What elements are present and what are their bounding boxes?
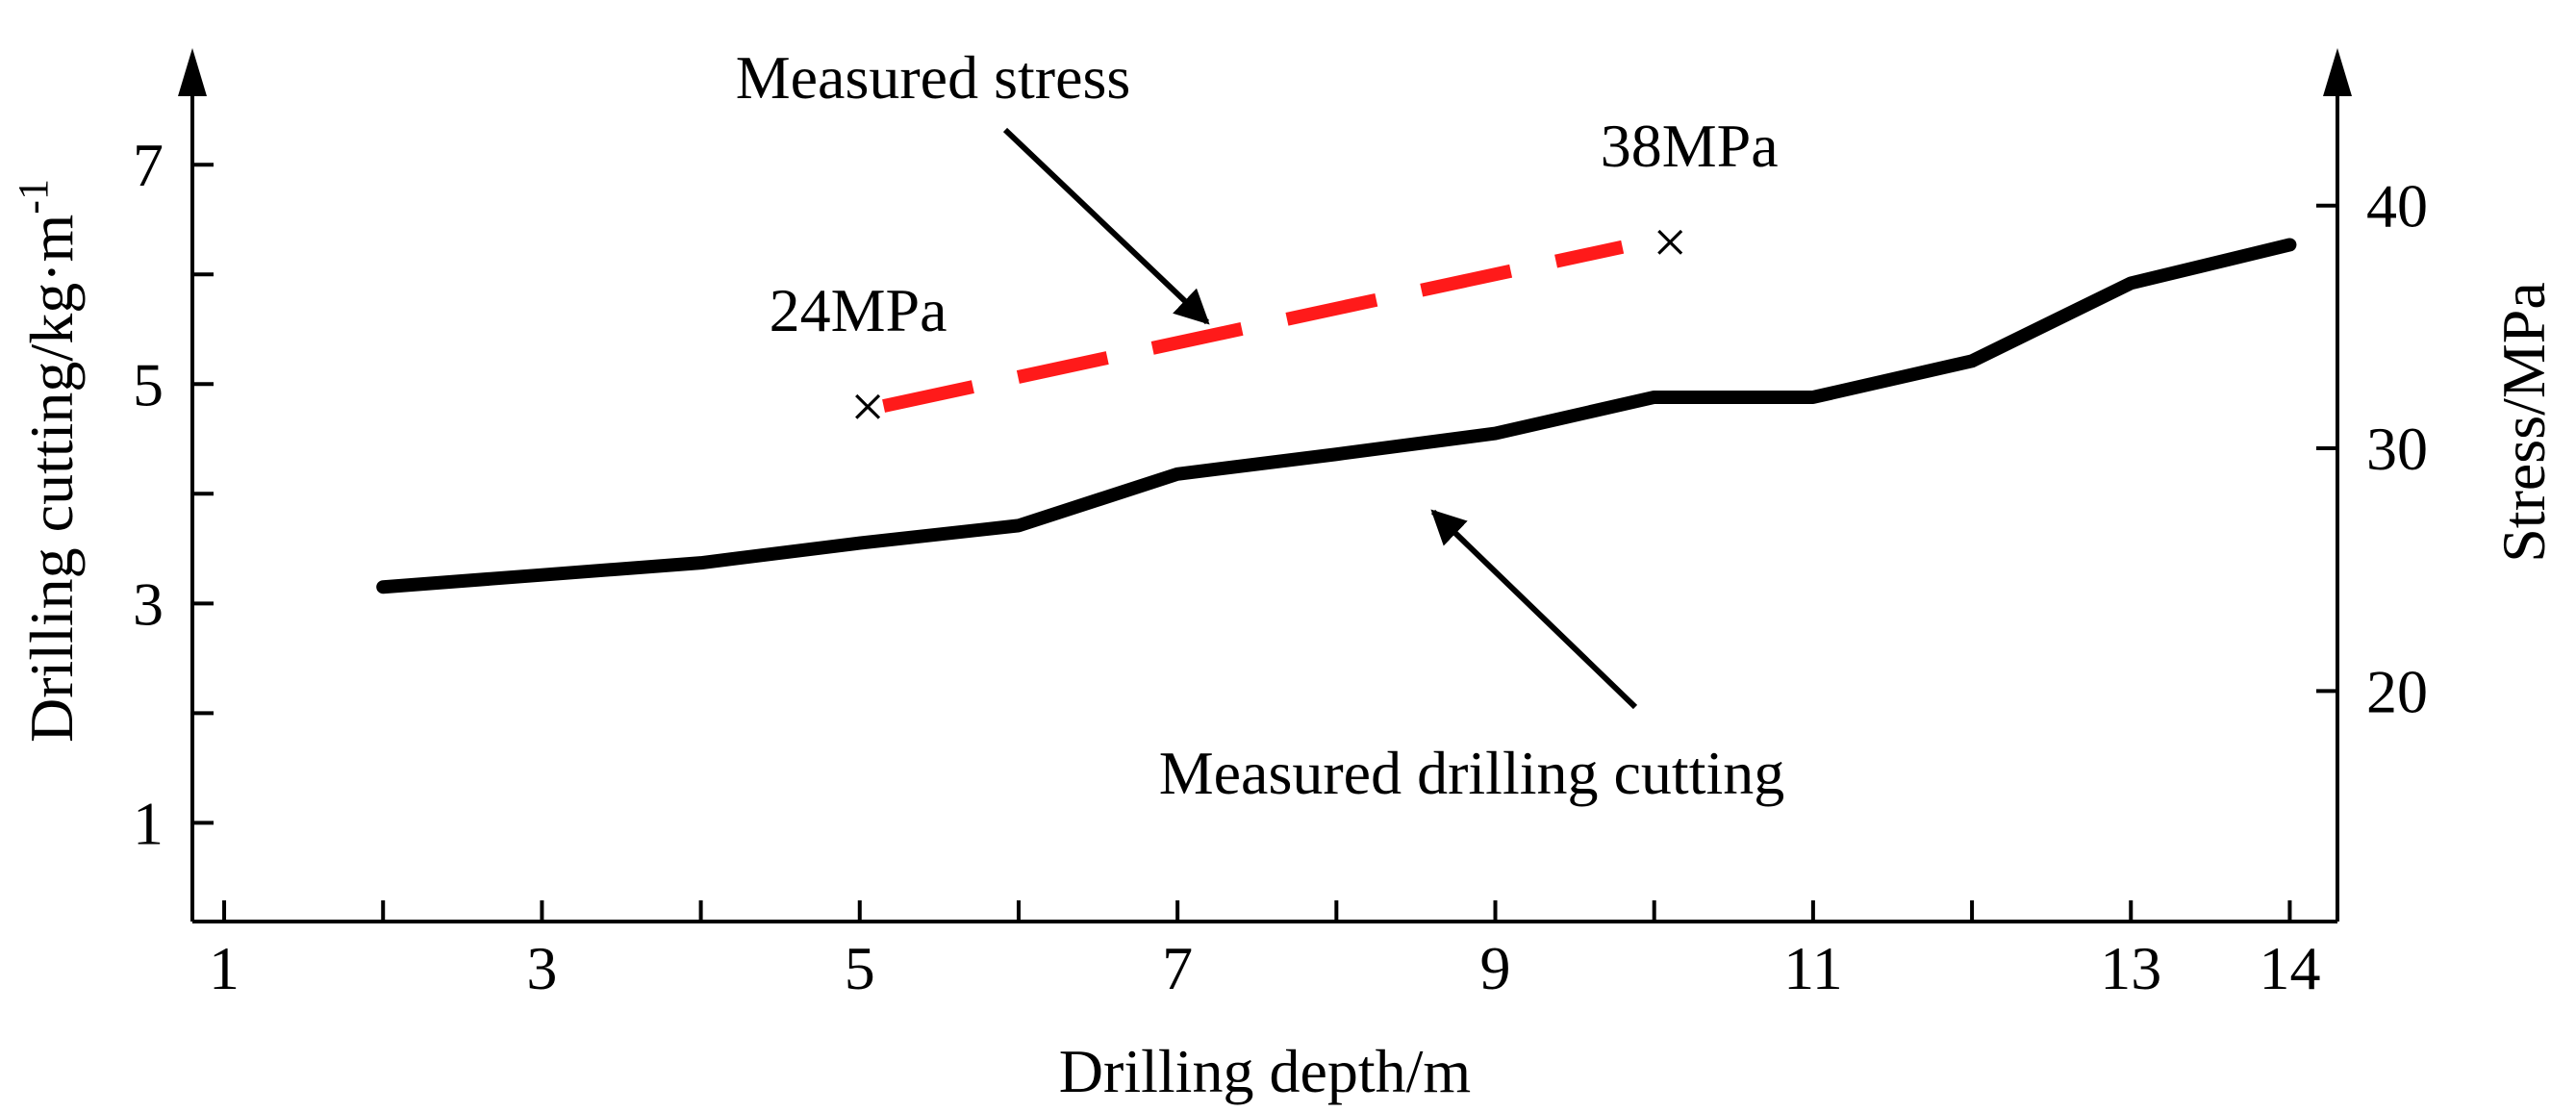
axes: [178, 48, 2352, 923]
x-tick-label: 3: [526, 934, 557, 1002]
right-axis-arrow: [2323, 48, 2352, 96]
x-tick-label: 14: [2259, 934, 2320, 1002]
stress-marker-label: 24MPa: [770, 276, 947, 344]
x-axis-title: Drilling depth/m: [1059, 1037, 1471, 1105]
left-axis-title-text: Drilling cutting/kg·m: [17, 215, 86, 743]
measured-drilling-cutting-arrow: [1430, 509, 1638, 710]
x-tick-label: 9: [1480, 934, 1511, 1002]
x-tick-label: 1: [209, 934, 240, 1002]
x-tick-label: 5: [845, 934, 875, 1002]
right-axis-title: Stress/MPa: [2489, 282, 2558, 563]
y2-tick-label: 40: [2366, 172, 2428, 240]
y-tick-label: 1: [133, 789, 164, 857]
left-axis-title-superscript: -1: [10, 179, 57, 215]
y2-tick-label: 30: [2366, 415, 2428, 483]
measured-stress-arrow: [1002, 127, 1210, 325]
x-tick-label: 7: [1162, 934, 1193, 1002]
stress-marker-label: 38MPa: [1601, 112, 1779, 180]
stress-marker: ×: [1653, 208, 1687, 276]
left-axis-arrow: [178, 48, 207, 96]
stress-marker: ×: [850, 372, 885, 441]
y-tick-label: 5: [133, 350, 164, 418]
series: [376, 238, 2297, 594]
x-tick-label: 13: [2100, 934, 2161, 1002]
y-tick-label: 7: [133, 131, 164, 199]
measured-drilling-cutting-line: [376, 238, 2297, 594]
y2-tick-label: 20: [2366, 657, 2428, 725]
markers: × 24MPa × 38MPa: [770, 112, 1779, 441]
left-axis-title: Drilling cutting/kg·m-1: [10, 179, 86, 743]
measured-stress-line: [882, 240, 1625, 413]
ticks: [192, 163, 2337, 922]
y-tick-label: 3: [133, 569, 164, 638]
measured-stress-annotation: Measured stress: [736, 43, 1131, 112]
x-tick-label: 11: [1783, 934, 1843, 1002]
measured-drilling-cutting-annotation: Measured drilling cutting: [1159, 739, 1785, 807]
